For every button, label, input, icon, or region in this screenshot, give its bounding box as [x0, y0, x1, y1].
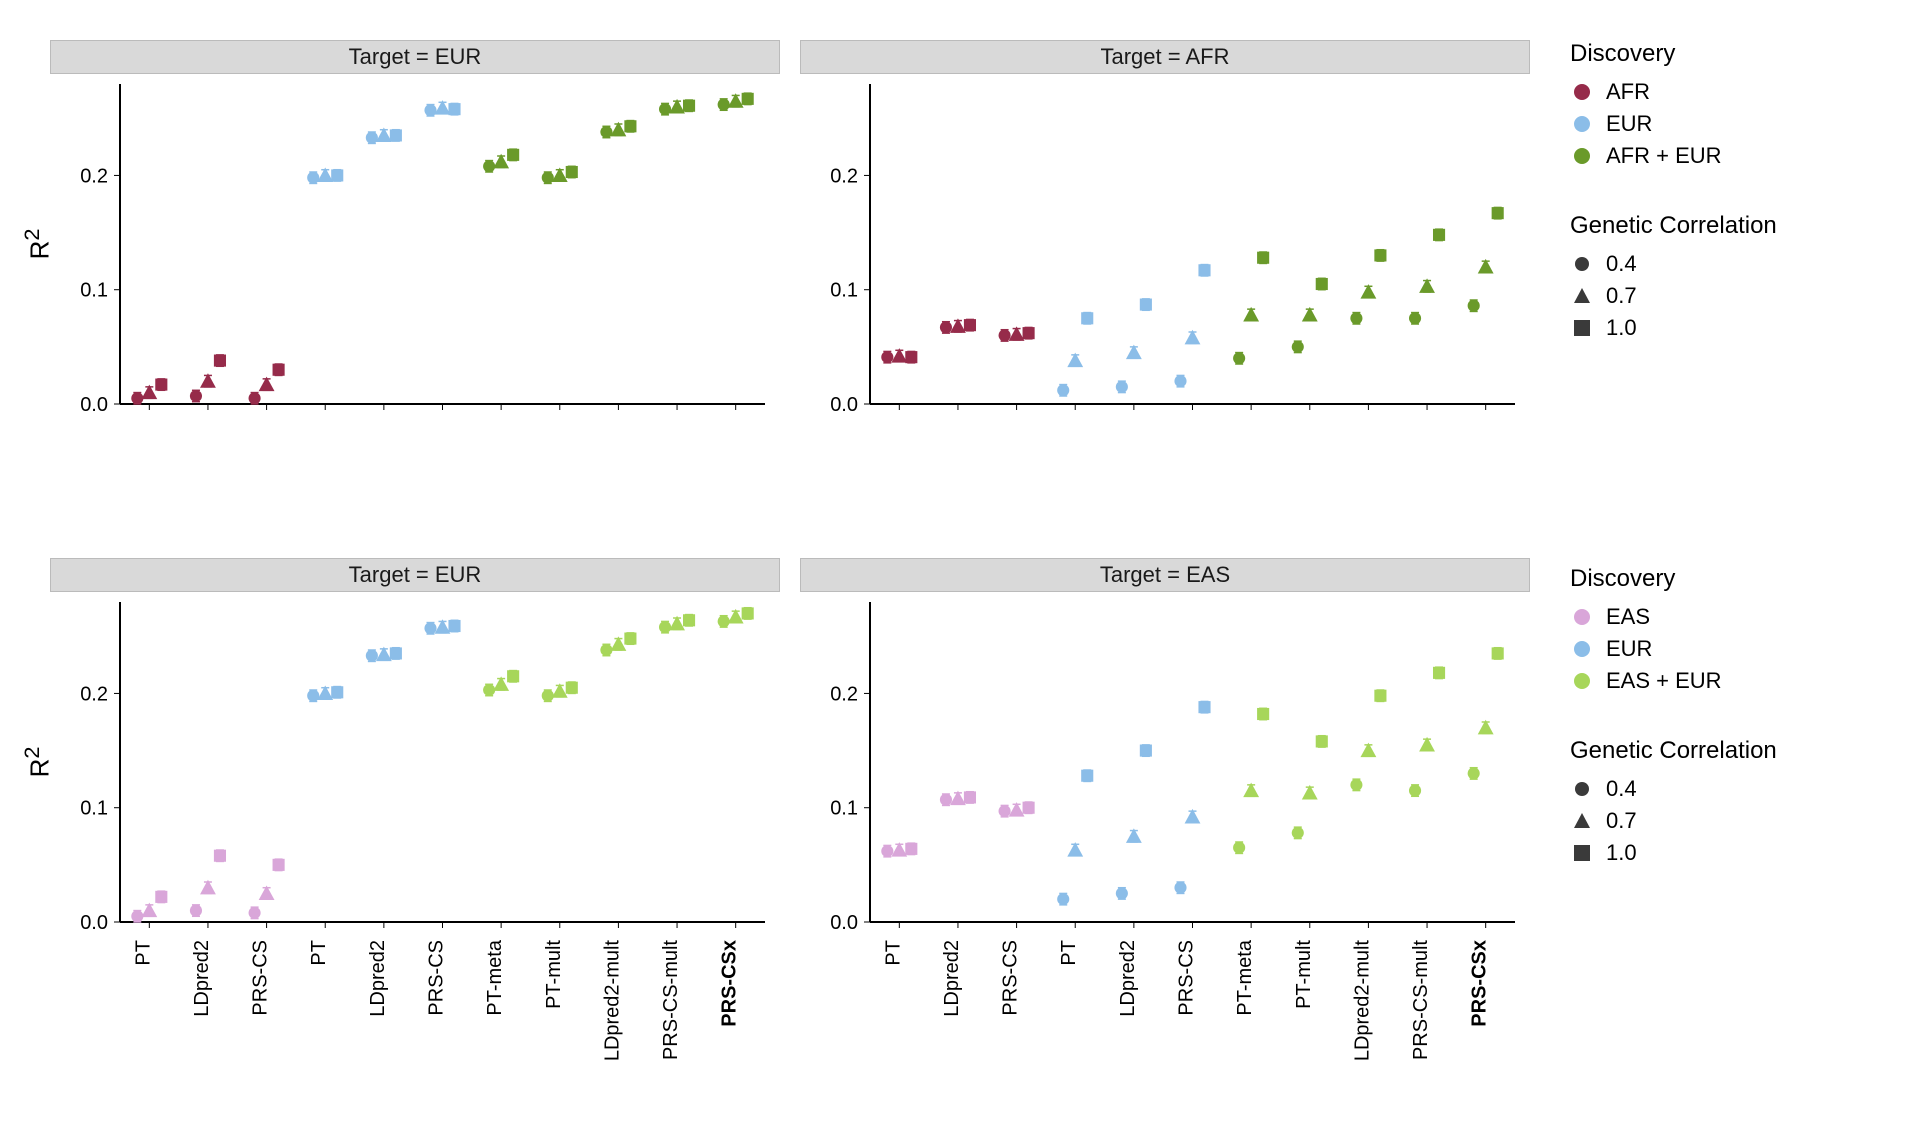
x-category: LDpred2-mult — [601, 940, 623, 1062]
legend-row: EUR — [1570, 633, 1870, 665]
legend-row: 0.7 — [1570, 805, 1870, 837]
panel-svg: 0.0 0.1 0.2 — [800, 74, 1530, 424]
ytick-label: 0.2 — [80, 165, 108, 187]
legend-label: EAS — [1606, 604, 1650, 630]
x-category: PT-meta — [1234, 939, 1256, 1015]
x-category: PRS-CS-mult — [660, 940, 682, 1060]
ytick-label: 0.0 — [830, 912, 858, 934]
legend-row: 1.0 — [1570, 837, 1870, 869]
x-category: PT — [308, 940, 330, 966]
panel-svg: 0.0 0.1 0.2 PT LDpred2 PRS-CS PT LDpred2 PRS-CS P… — [50, 592, 780, 1092]
x-category: PRS-CS — [250, 940, 272, 1016]
x-category: PRS-CSx — [1469, 940, 1491, 1027]
legend-label: 0.4 — [1606, 776, 1637, 802]
y-axis-label: R2 — [19, 747, 56, 778]
panel-3: Target = EAS 0.0 0.1 0.2 PT LDpred2 PRS-CS PT L… — [790, 558, 1540, 1090]
x-category: LDpred2-mult — [1351, 940, 1373, 1062]
x-category: PT-mult — [543, 940, 565, 1009]
x-category: PT — [882, 940, 904, 966]
legend-label: 0.7 — [1606, 283, 1637, 309]
panel-title: Target = EAS — [800, 558, 1530, 592]
legend-label: 1.0 — [1606, 840, 1637, 866]
x-category: PT-meta — [484, 939, 506, 1015]
x-category: LDpred2 — [1117, 940, 1139, 1017]
legend-row: AFR + EUR — [1570, 140, 1870, 172]
x-category: PRS-CS — [1176, 940, 1198, 1016]
legend-swatch-icon — [1570, 669, 1594, 693]
legend-shape-icon — [1570, 841, 1594, 865]
legend-row: 0.4 — [1570, 773, 1870, 805]
x-category: PRS-CSx — [719, 940, 741, 1027]
panel-svg: 0.0 0.1 0.2 — [50, 74, 780, 424]
x-category: LDpred2 — [941, 940, 963, 1017]
ytick-label: 0.2 — [830, 683, 858, 705]
legend-title: Discovery — [1570, 565, 1870, 593]
legend-block: Genetic Correlation 0.4 0.7 1.0 — [1570, 212, 1870, 344]
legend-title: Genetic Correlation — [1570, 737, 1870, 765]
legend-row: 0.4 — [1570, 248, 1870, 280]
ytick-label: 0.2 — [80, 683, 108, 705]
legend-label: EAS + EUR — [1606, 668, 1722, 694]
legend-row: EAS — [1570, 601, 1870, 633]
x-category: LDpred2 — [367, 940, 389, 1017]
x-category: PRS-CS — [426, 940, 448, 1016]
x-category: PRS-CS — [1000, 940, 1022, 1016]
legend-row: EUR — [1570, 108, 1870, 140]
x-category: PT-mult — [1293, 940, 1315, 1009]
x-category: PT — [1058, 940, 1080, 966]
legend-label: 1.0 — [1606, 315, 1637, 341]
legend-block: Genetic Correlation 0.4 0.7 1.0 — [1570, 737, 1870, 869]
legend-shape-icon — [1570, 809, 1594, 833]
legend-label: 0.4 — [1606, 251, 1637, 277]
panel-grid: Target = EUR R2 0.00.10.2 Target = AFR 0… — [40, 40, 1540, 1090]
figure: Target = EUR R2 0.00.10.2 Target = AFR 0… — [40, 40, 1880, 1090]
ytick-label: 0.1 — [80, 280, 108, 302]
legend-label: AFR — [1606, 79, 1650, 105]
legend-row: 0.7 — [1570, 280, 1870, 312]
legend-label: AFR + EUR — [1606, 143, 1722, 169]
legend-column: Discovery AFR EUR AFR + EUR Genetic Correlat… — [1540, 40, 1870, 909]
legend-swatch-icon — [1570, 80, 1594, 104]
legend-shape-icon — [1570, 284, 1594, 308]
panel-title: Target = EUR — [50, 40, 780, 74]
legend-shape-icon — [1570, 316, 1594, 340]
legend-label: EUR — [1606, 111, 1652, 137]
legend-label: 0.7 — [1606, 808, 1637, 834]
panel-title: Target = AFR — [800, 40, 1530, 74]
legend-shape-icon — [1570, 252, 1594, 276]
legend-swatch-icon — [1570, 605, 1594, 629]
legend-swatch-icon — [1570, 112, 1594, 136]
panel-2: Target = EUR R2 0.00.10.2PTLDpred2PRS-CS… — [40, 558, 790, 1090]
ytick-label: 0.1 — [80, 798, 108, 820]
legend-title: Genetic Correlation — [1570, 212, 1870, 240]
panel-1: Target = AFR 0.0 0.1 0.2 — [790, 40, 1540, 422]
panel-0: Target = EUR R2 0.00.10.2 — [40, 40, 790, 422]
legend-label: EUR — [1606, 636, 1652, 662]
ytick-label: 0.0 — [80, 394, 108, 416]
x-category: LDpred2 — [191, 940, 213, 1017]
legend-shape-icon — [1570, 777, 1594, 801]
ytick-label: 0.0 — [80, 912, 108, 934]
legend-row: AFR — [1570, 76, 1870, 108]
legend-block: Discovery AFR EUR AFR + EUR — [1570, 40, 1870, 172]
ytick-label: 0.1 — [830, 798, 858, 820]
legend-swatch-icon — [1570, 637, 1594, 661]
ytick-label: 0.2 — [830, 165, 858, 187]
legend-title: Discovery — [1570, 40, 1870, 68]
legend-row: EAS + EUR — [1570, 665, 1870, 697]
ytick-label: 0.0 — [830, 394, 858, 416]
legend-block: Discovery EAS EUR EAS + EUR — [1570, 565, 1870, 697]
legend-row: 1.0 — [1570, 312, 1870, 344]
x-category: PT — [132, 940, 154, 966]
legend-swatch-icon — [1570, 144, 1594, 168]
ytick-label: 0.1 — [830, 280, 858, 302]
y-axis-label: R2 — [19, 229, 56, 260]
panel-svg: 0.0 0.1 0.2 PT LDpred2 PRS-CS PT LDpred2 PRS-CS P… — [800, 592, 1530, 1092]
x-category: PRS-CS-mult — [1410, 940, 1432, 1060]
panel-title: Target = EUR — [50, 558, 780, 592]
